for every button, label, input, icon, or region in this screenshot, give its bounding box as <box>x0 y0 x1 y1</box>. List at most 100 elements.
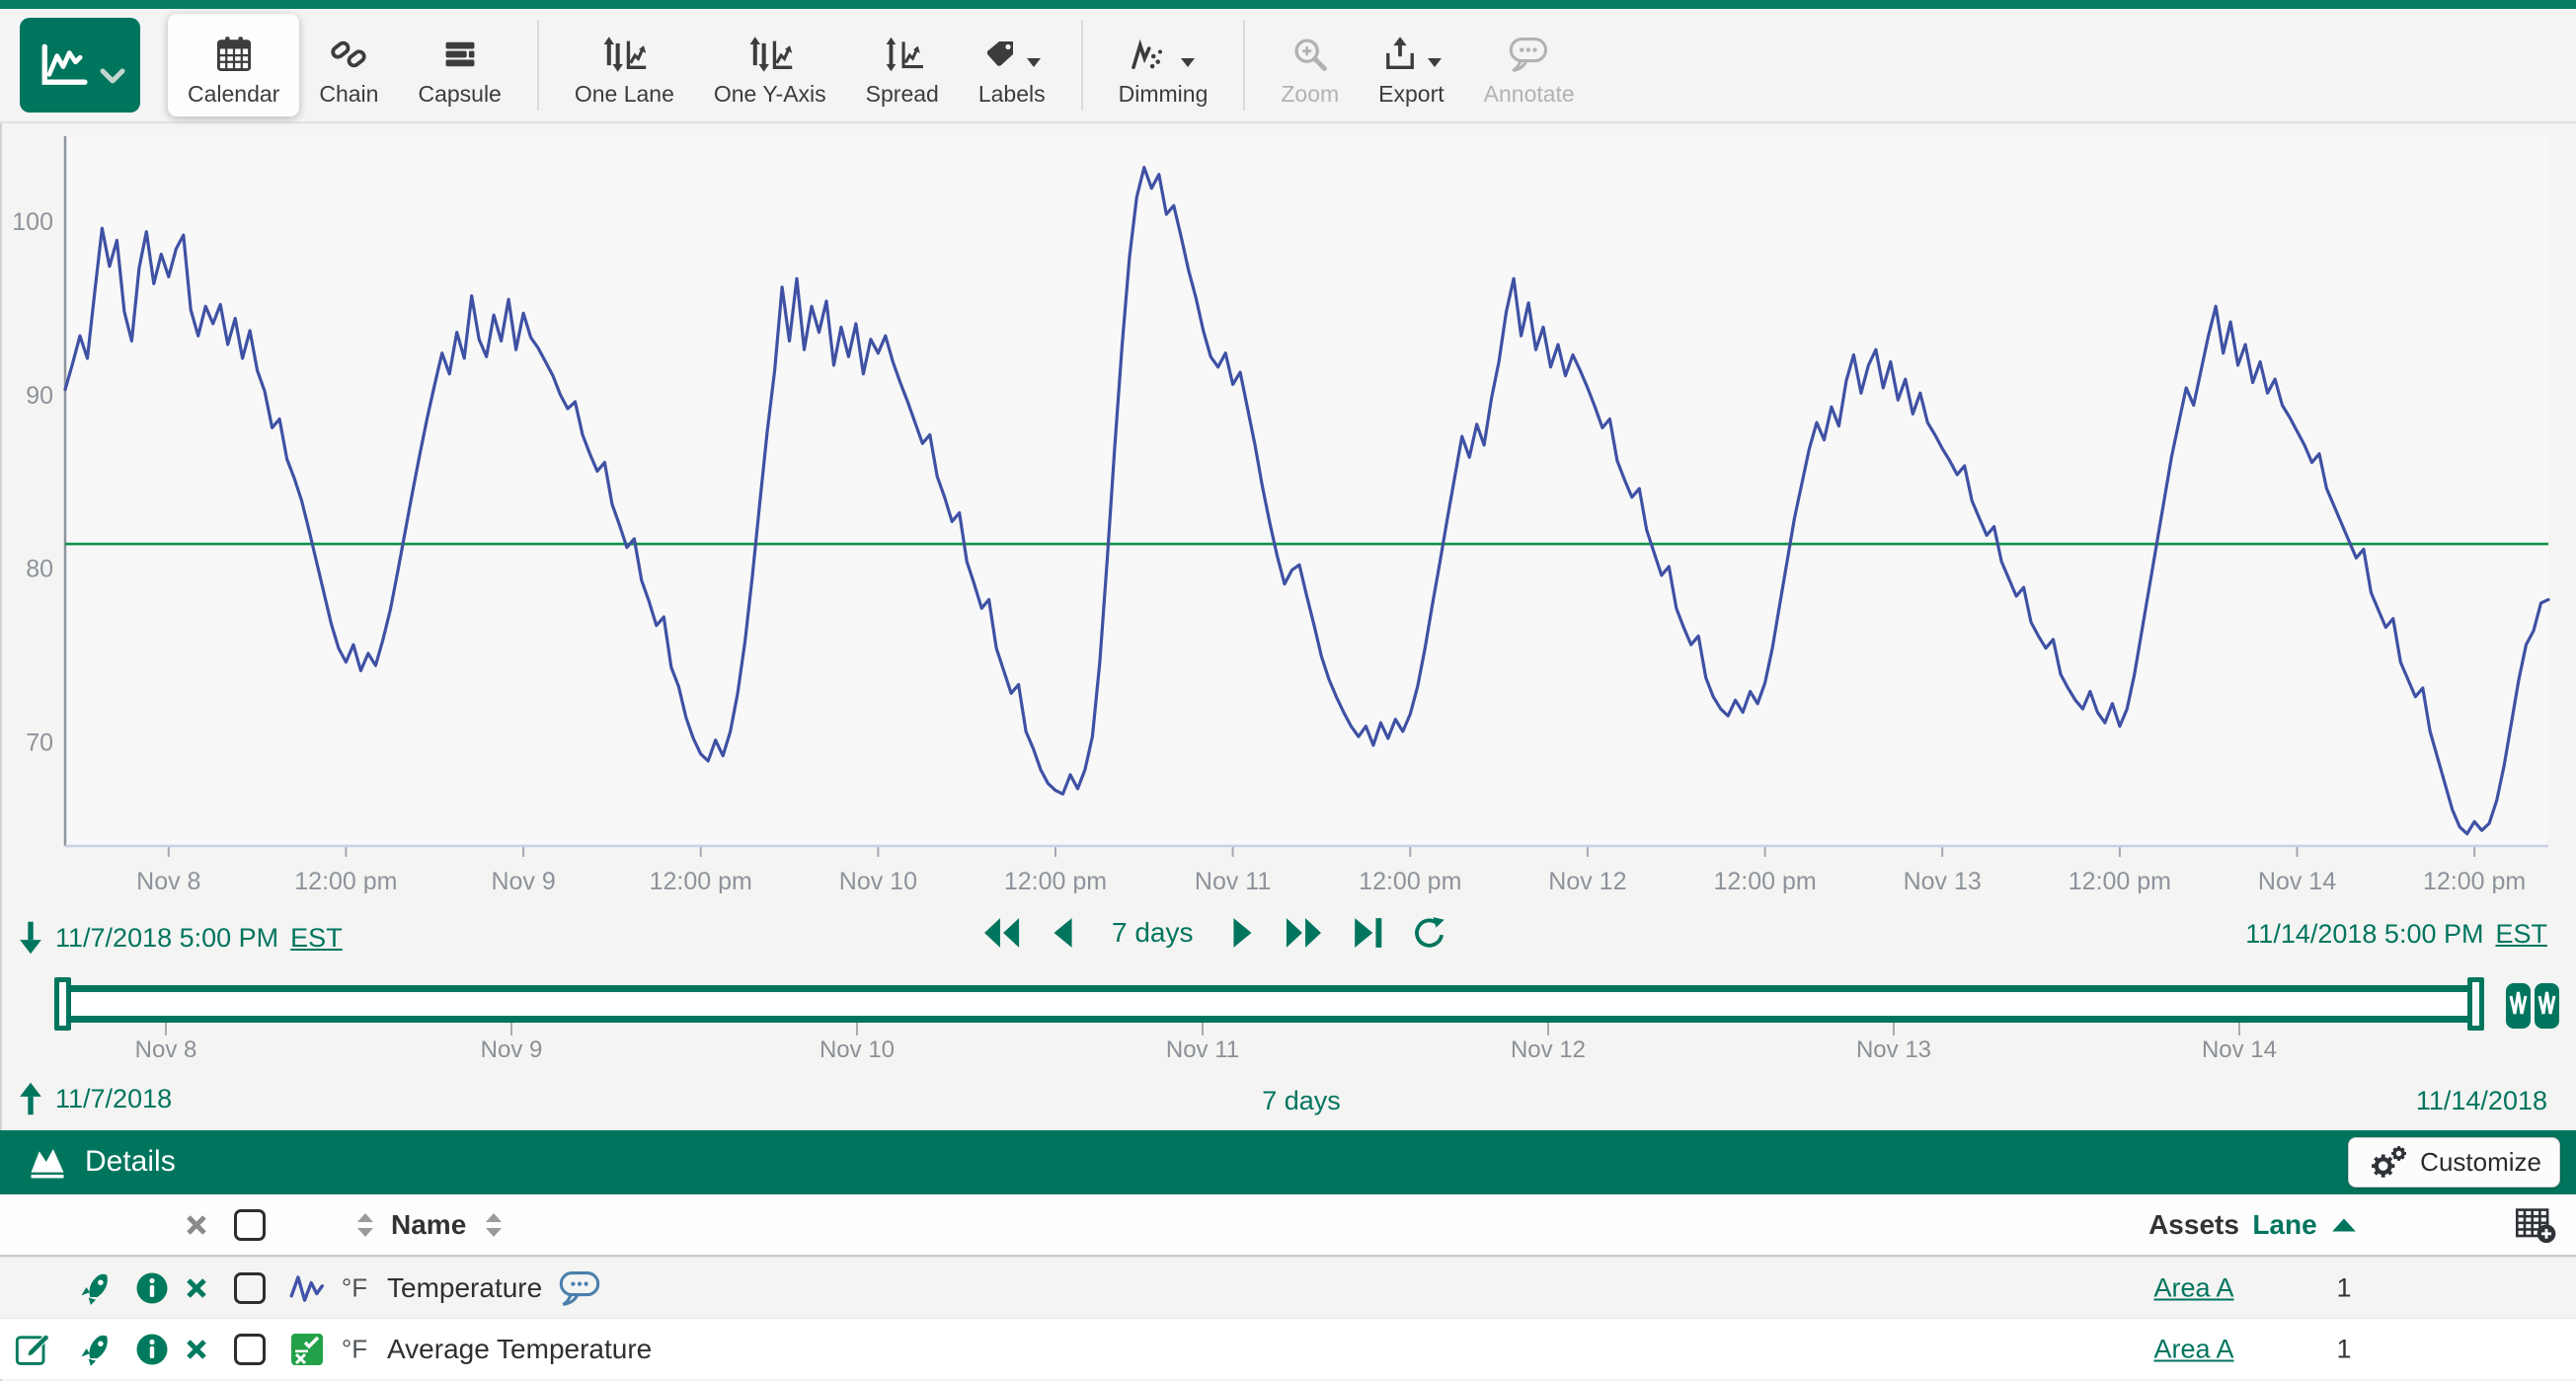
name-column-header[interactable]: Name <box>391 1209 466 1241</box>
one-y-axis-button[interactable]: One Y-Axis <box>694 14 846 116</box>
jump-forward-button[interactable] <box>1283 916 1326 950</box>
info-icon[interactable] <box>134 1332 170 1367</box>
dimming-button[interactable]: Dimming <box>1099 14 1228 116</box>
timezone-link[interactable]: EST <box>2495 919 2547 950</box>
area-chart-icon <box>26 1142 69 1182</box>
lane-sort-asc-icon[interactable] <box>2330 1215 2358 1235</box>
asset-link[interactable]: Area A <box>2153 1334 2233 1364</box>
jump-back-button[interactable] <box>979 916 1023 950</box>
timeline-day-tick <box>2238 1023 2240 1036</box>
edit-icon[interactable] <box>14 1330 53 1369</box>
investigate-start-date[interactable]: 11/7/2018 <box>18 1080 172 1117</box>
sort-icon[interactable] <box>353 1210 377 1240</box>
export-button[interactable]: Export <box>1359 14 1463 116</box>
x-axis-tick-label: 12:00 pm <box>2069 868 2171 893</box>
range-start-arrow-icon <box>18 919 43 957</box>
investigate-range-row: 11/7/2018 7 days 11/14/2018 <box>0 1076 2576 1127</box>
timezone-link[interactable]: EST <box>290 923 343 954</box>
step-back-button[interactable] <box>1049 916 1076 950</box>
zoom-icon <box>1290 35 1330 74</box>
lane-value: 1 <box>2304 1334 2383 1364</box>
x-axis-tick-label: 12:00 pm <box>1359 868 1461 893</box>
investigate-end-date[interactable]: 11/14/2018 <box>2416 1086 2547 1116</box>
row-checkbox[interactable] <box>234 1334 266 1365</box>
investigate-duration-label[interactable]: 7 days <box>1203 1086 1400 1116</box>
details-title-label: Details <box>85 1145 176 1179</box>
asset-cell: Area A <box>2120 1272 2268 1303</box>
capsule-button[interactable]: Capsule <box>398 14 520 116</box>
select-all-checkbox[interactable] <box>234 1209 266 1241</box>
y-axis-tick-label: 70 <box>26 729 53 757</box>
timeline-day-label: Nov 10 <box>788 1036 926 1064</box>
row-checkbox-cell <box>234 1334 266 1365</box>
lane-column-header[interactable]: Lane <box>2241 1209 2328 1241</box>
timeline-day-tick <box>856 1023 858 1036</box>
customize-button[interactable]: Customize <box>2348 1137 2560 1188</box>
asset-cell: Area A <box>2120 1334 2268 1364</box>
range-start-datetime[interactable]: 11/7/2018 5:00 PM EST <box>18 919 343 957</box>
remove-all-icon[interactable] <box>181 1209 212 1241</box>
trend-chart[interactable]: 708090100Nov 812:00 pmNov 912:00 pmNov 1… <box>0 124 2576 893</box>
item-name-label[interactable]: Temperature <box>387 1272 542 1304</box>
timeline-day-tick <box>1547 1023 1549 1036</box>
row-checkbox-cell <box>234 1272 266 1304</box>
chain-button[interactable]: Chain <box>299 14 398 116</box>
view-selector-button[interactable] <box>20 18 140 113</box>
details-title: Details <box>26 1142 176 1182</box>
remove-item-icon[interactable] <box>181 1334 212 1365</box>
x-axis-tick-label: 12:00 pm <box>1004 868 1107 893</box>
plot-area[interactable] <box>65 136 2548 846</box>
remove-item-icon[interactable] <box>181 1272 212 1304</box>
spread-button[interactable]: Spread <box>846 14 959 116</box>
lane-value: 1 <box>2304 1272 2383 1303</box>
sort-icon[interactable] <box>482 1210 506 1240</box>
workbench-window: Calendar Chain Capsule One Lane One Y-Axis Sp… <box>0 0 2576 1381</box>
spread-label: Spread <box>866 81 939 107</box>
dimming-icon <box>1129 38 1174 74</box>
asset-link[interactable]: Area A <box>2153 1272 2233 1303</box>
info-icon[interactable] <box>134 1270 170 1306</box>
chain-label: Chain <box>319 81 378 107</box>
toolbar-button-groups: Calendar Chain Capsule One Lane One Y-Axis Sp… <box>168 14 1595 116</box>
chain-icon <box>329 35 368 74</box>
caret-down-icon <box>1426 56 1444 68</box>
item-name-label[interactable]: Average Temperature <box>387 1334 652 1365</box>
customize-label: Customize <box>2420 1147 2541 1178</box>
one-lane-button[interactable]: One Lane <box>555 14 694 116</box>
unit-label: °F <box>331 1334 378 1364</box>
y-axis-tick-label: 100 <box>12 208 53 236</box>
y-axis-tick-label: 80 <box>26 556 53 583</box>
one-lane-label: One Lane <box>575 81 674 107</box>
timeline-day-tick <box>1202 1023 1204 1036</box>
dimming-label: Dimming <box>1119 81 1209 107</box>
annotate-icon <box>1508 35 1551 74</box>
item-name[interactable]: Average Temperature <box>387 1334 652 1365</box>
row-checkbox[interactable] <box>234 1272 266 1304</box>
duration-label[interactable]: 7 days <box>1112 917 1194 949</box>
item-name[interactable]: Temperature <box>387 1269 601 1307</box>
investigate-start-text[interactable]: 11/7/2018 <box>55 1084 172 1114</box>
details-row-average-temperature: °F Average Temperature Area A 1 <box>0 1318 2576 1379</box>
range-end-datetime[interactable]: 11/14/2018 5:00 PM EST <box>2245 919 2547 950</box>
step-to-end-button[interactable] <box>1352 916 1385 950</box>
range-start-text[interactable]: 11/7/2018 5:00 PM <box>55 923 278 954</box>
timeline-day-tick <box>165 1023 167 1036</box>
annotation-bubble-icon[interactable] <box>558 1269 601 1307</box>
timeline-day-label: Nov 11 <box>1133 1036 1272 1064</box>
refresh-button[interactable] <box>1411 915 1448 951</box>
labels-button[interactable]: Labels <box>959 14 1065 116</box>
step-forward-button[interactable] <box>1229 916 1257 950</box>
range-end-text[interactable]: 11/14/2018 5:00 PM <box>2245 919 2483 950</box>
one-lane-icon <box>600 35 648 74</box>
rocket-icon[interactable] <box>75 1331 113 1368</box>
average-icon <box>289 1332 325 1367</box>
trend-chart-svg[interactable]: 708090100Nov 812:00 pmNov 912:00 pmNov 1… <box>0 124 2576 893</box>
rocket-icon[interactable] <box>75 1269 113 1307</box>
caret-down-icon <box>1179 56 1197 68</box>
timeline-selection-bar[interactable] <box>63 985 2482 1023</box>
capsule-label: Capsule <box>418 81 501 107</box>
calendar-button[interactable]: Calendar <box>168 14 299 116</box>
annotate-button: Annotate <box>1464 14 1595 116</box>
toolbar-separator <box>537 20 539 111</box>
add-column-icon[interactable] <box>2514 1205 2557 1245</box>
